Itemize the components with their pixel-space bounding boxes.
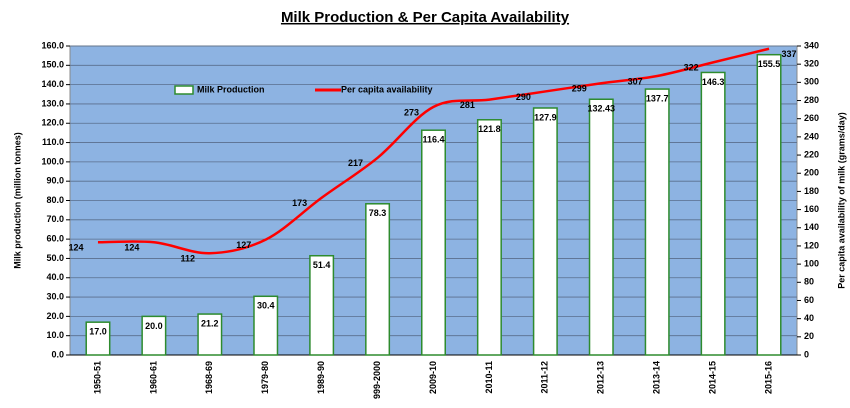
x-tick-label: 1979-80 xyxy=(260,361,270,394)
y-tick-label: 0.0 xyxy=(51,349,64,359)
bar xyxy=(588,98,614,356)
y2-tick-label: 40 xyxy=(804,313,814,323)
y-tick-label: 110.0 xyxy=(42,137,64,147)
bar-value-label: 51.4 xyxy=(313,260,331,270)
x-tick-label: 2011-12 xyxy=(540,361,550,394)
bar xyxy=(253,295,279,356)
bar xyxy=(644,88,670,356)
y2-tick-label: 260 xyxy=(804,113,819,123)
bar xyxy=(532,107,558,356)
bar xyxy=(756,53,782,356)
bar xyxy=(141,315,167,356)
line-value-label: 290 xyxy=(516,92,531,102)
y2-tick-label: 180 xyxy=(804,186,819,196)
legend-swatch xyxy=(174,85,194,95)
bar-value-label: 132.43 xyxy=(588,104,616,114)
bar-value-label: 146.3 xyxy=(702,77,725,87)
line-value-label: 273 xyxy=(404,107,419,117)
y2-tick-label: 320 xyxy=(804,59,819,69)
bar-value-label: 21.2 xyxy=(201,318,219,328)
line-value-label: 337 xyxy=(782,49,797,59)
y-tick-label: 40.0 xyxy=(46,272,64,282)
y2-tick-label: 60 xyxy=(804,295,814,305)
bar xyxy=(85,321,111,356)
y2-tick-label: 220 xyxy=(804,149,819,159)
y2-tick-label: 20 xyxy=(804,331,814,341)
y-tick-label: 160.0 xyxy=(41,40,64,50)
per-capita-line xyxy=(97,47,770,255)
bar xyxy=(700,71,726,356)
x-tick-label: 2014-15 xyxy=(707,361,717,394)
x-tick-label: 2012-13 xyxy=(596,361,606,394)
y2-tick-label: 340 xyxy=(804,40,819,50)
y2-tick-label: 80 xyxy=(804,277,814,287)
y2-tick-label: 300 xyxy=(804,77,819,87)
bar-value-label: 121.8 xyxy=(478,124,501,134)
bar xyxy=(365,203,391,356)
y2-tick-label: 280 xyxy=(804,95,819,105)
y-tick-label: 60.0 xyxy=(46,234,64,244)
line-value-label: 281 xyxy=(460,100,475,110)
y-tick-label: 140.0 xyxy=(41,79,64,89)
y-tick-label: 120.0 xyxy=(41,118,64,128)
bar-value-label: 127.9 xyxy=(534,112,557,122)
x-tick-label: 1950-51 xyxy=(92,361,102,394)
bar xyxy=(309,254,335,356)
bar-value-label: 116.4 xyxy=(422,135,444,145)
y2-tick-label: 200 xyxy=(804,168,819,178)
line-value-label: 127 xyxy=(236,240,251,250)
bar-value-label: 20.0 xyxy=(145,321,163,331)
y-tick-label: 80.0 xyxy=(46,195,64,205)
x-tick-label: 999-2000 xyxy=(372,361,382,399)
x-tick-label: 1989-90 xyxy=(316,361,326,394)
x-tick-label: 2015-16 xyxy=(763,361,773,394)
y-tick-label: 150.0 xyxy=(41,60,64,70)
y2-tick-label: 100 xyxy=(804,258,819,268)
y2-tick-label: 140 xyxy=(804,222,819,232)
y2-tick-label: 120 xyxy=(804,240,819,250)
y-tick-label: 50.0 xyxy=(46,253,64,263)
y-tick-label: 30.0 xyxy=(46,291,64,301)
y2-axis-label: Per capita availability of milk (grams/d… xyxy=(836,112,846,289)
x-tick-label: 2009-10 xyxy=(428,361,438,394)
bar-value-label: 78.3 xyxy=(369,208,387,218)
legend-label: Per capita availability xyxy=(341,84,433,94)
y-tick-label: 100.0 xyxy=(41,156,64,166)
legend-label: Milk Production xyxy=(197,84,265,94)
line-value-label: 124 xyxy=(68,243,83,253)
y-tick-label: 90.0 xyxy=(46,176,64,186)
line-value-label: 322 xyxy=(684,63,699,73)
y-tick-label: 20.0 xyxy=(46,311,64,321)
x-tick-label: 2010-11 xyxy=(484,361,494,394)
line-value-label: 307 xyxy=(628,76,643,86)
chart-title: Milk Production & Per Capita Availabilit… xyxy=(281,9,570,26)
bar-value-label: 30.4 xyxy=(257,301,275,311)
y2-tick-label: 0 xyxy=(804,349,809,359)
y2-tick-label: 160 xyxy=(804,204,819,214)
bar-value-label: 17.0 xyxy=(89,327,107,337)
bar-value-label: 137.7 xyxy=(646,93,669,103)
line-value-label: 112 xyxy=(181,254,196,264)
x-tick-label: 1960-61 xyxy=(148,361,158,394)
y-tick-label: 10.0 xyxy=(46,330,64,340)
y-tick-label: 70.0 xyxy=(46,214,64,224)
line-value-label: 173 xyxy=(292,198,307,208)
y-axis-label: Milk production (million tonnes) xyxy=(12,132,22,269)
bar xyxy=(421,129,446,356)
line-value-label: 299 xyxy=(572,84,587,94)
x-tick-label: 1968-69 xyxy=(204,361,214,394)
bar xyxy=(476,119,502,356)
bar xyxy=(197,313,223,356)
line-value-label: 217 xyxy=(348,158,363,168)
x-tick-label: 2013-14 xyxy=(652,361,662,394)
y-tick-label: 130.0 xyxy=(41,98,64,108)
y2-tick-label: 240 xyxy=(804,131,819,141)
line-value-label: 124 xyxy=(124,243,139,253)
bar-value-label: 155.5 xyxy=(758,59,781,69)
